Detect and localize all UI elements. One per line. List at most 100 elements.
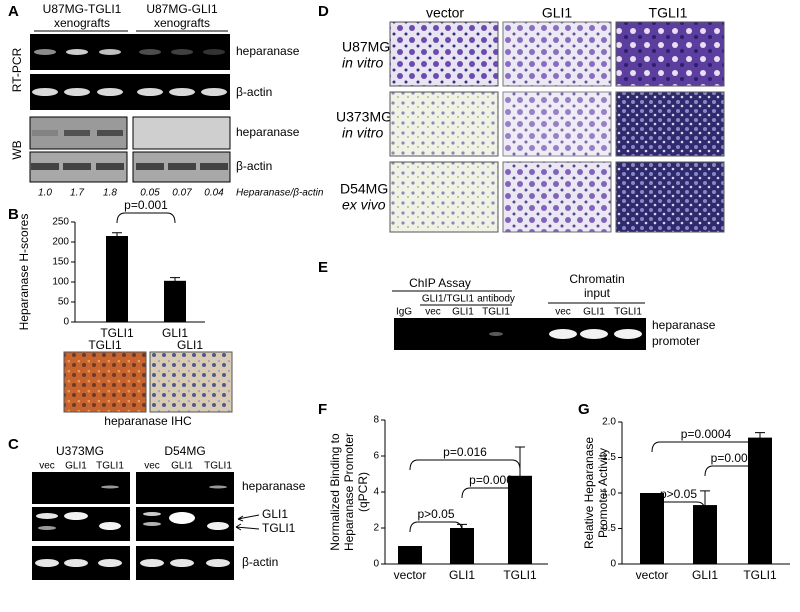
- y-tick-label: 250: [52, 217, 69, 228]
- y-tick-label: 100: [52, 277, 69, 288]
- blot-band: [200, 163, 228, 170]
- panel-letter: G: [578, 401, 590, 418]
- blot-band: [64, 130, 90, 136]
- band: [489, 332, 503, 336]
- bar: [748, 437, 772, 564]
- y-tick-label: 0.5: [602, 523, 616, 534]
- antibody-label: GLI1/TGLI1: [422, 294, 475, 305]
- band: [99, 49, 121, 55]
- y-tick-label: 0: [610, 559, 616, 570]
- y-tick-label: 4: [373, 487, 379, 498]
- lane-label: TGLI1: [96, 461, 124, 472]
- bar: [164, 280, 186, 322]
- antibody-label: antibody: [477, 294, 515, 305]
- band: [169, 88, 195, 96]
- blot: [132, 116, 231, 150]
- micrograph: [615, 91, 725, 157]
- band: [97, 88, 123, 96]
- group-label: U87MG-TGLI1: [43, 2, 122, 16]
- x-tick-label: TGLI1: [743, 568, 777, 582]
- error-bar: [170, 277, 180, 284]
- band: [207, 522, 229, 530]
- image-label: GLI1: [177, 338, 203, 352]
- ratio-label: Heparanase/β-actin: [236, 188, 324, 199]
- p-value: p=0.0004: [681, 427, 732, 441]
- lane-label: GLI1: [583, 307, 605, 318]
- band: [169, 512, 195, 524]
- band: [101, 485, 119, 489]
- band: [201, 88, 227, 96]
- band: [206, 559, 230, 567]
- group-label: xenografts: [54, 16, 110, 30]
- significance-bracket: [704, 465, 761, 477]
- lane-label: IgG: [396, 307, 412, 318]
- lane-label: vec: [39, 461, 55, 472]
- band: [64, 88, 90, 96]
- band: [64, 559, 88, 567]
- band: [34, 49, 56, 55]
- ratio: 0.07: [172, 188, 192, 199]
- x-tick-label: GLI1: [449, 568, 475, 582]
- lane-label: GLI1: [452, 307, 474, 318]
- band: [32, 88, 58, 96]
- group-label: U87MG-GLI1: [146, 2, 218, 16]
- ratio: 1.7: [70, 188, 84, 199]
- y-tick-label: 6: [373, 451, 379, 462]
- panel-letter: A: [8, 3, 19, 20]
- panel-e: ChIP Assay GLI1/TGLI1 antibody IgG vec G…: [392, 272, 716, 350]
- ratio: 1.0: [38, 188, 52, 199]
- error-bar: [112, 232, 122, 240]
- row-label: U373MG: [336, 109, 392, 125]
- band: [99, 522, 121, 530]
- target-label: heparanase: [652, 318, 716, 332]
- micrograph: [502, 161, 612, 233]
- blot-band: [136, 163, 164, 170]
- y-tick-label: 0: [373, 559, 379, 570]
- significance-bracket: [461, 487, 521, 499]
- p-value: p=0.006: [469, 473, 513, 487]
- micrograph: [389, 161, 499, 233]
- band: [137, 88, 163, 96]
- column-label: vector: [426, 5, 464, 21]
- section-title: input: [584, 286, 611, 300]
- gel: [394, 318, 646, 350]
- micrograph: [389, 91, 499, 157]
- ratio: 1.8: [103, 188, 117, 199]
- y-tick-label: 150: [52, 257, 69, 268]
- row-label: heparanase: [236, 125, 300, 139]
- band: [140, 559, 164, 567]
- method-label: RT-PCR: [10, 47, 24, 92]
- row-label: TGLI1: [262, 521, 296, 535]
- panel-letter: D: [318, 3, 329, 20]
- band: [66, 49, 88, 55]
- micrograph: [389, 21, 499, 87]
- p-value: p=0.001: [124, 198, 168, 212]
- y-axis-label: Normalized Binding to: [328, 433, 342, 551]
- y-tick-label: 0: [63, 317, 69, 328]
- blot-band: [32, 130, 58, 136]
- micrograph: [615, 21, 725, 87]
- panel-letter: B: [8, 206, 19, 223]
- x-tick-label: GLI1: [162, 326, 188, 340]
- band: [170, 559, 194, 567]
- lane-label: TGLI1: [614, 307, 642, 318]
- ratio: 0.04: [204, 188, 224, 199]
- lane-label: TGLI1: [482, 307, 510, 318]
- x-tick-label: TGLI1: [503, 568, 537, 582]
- micrograph: [502, 21, 612, 87]
- lane-label: vec: [425, 307, 441, 318]
- micrograph: [502, 91, 612, 157]
- significance-bracket: [116, 212, 176, 224]
- significance-bracket: [651, 501, 706, 513]
- gel: [30, 74, 230, 110]
- cell-line: U373MG: [56, 444, 104, 458]
- band: [549, 329, 577, 339]
- band: [35, 559, 59, 567]
- ratio: 0.05: [140, 188, 160, 199]
- blot-band: [168, 163, 196, 170]
- bar: [450, 528, 474, 564]
- row-label: heparanase: [236, 44, 300, 58]
- group-label: xenografts: [154, 16, 210, 30]
- section-title: ChIP Assay: [409, 276, 471, 290]
